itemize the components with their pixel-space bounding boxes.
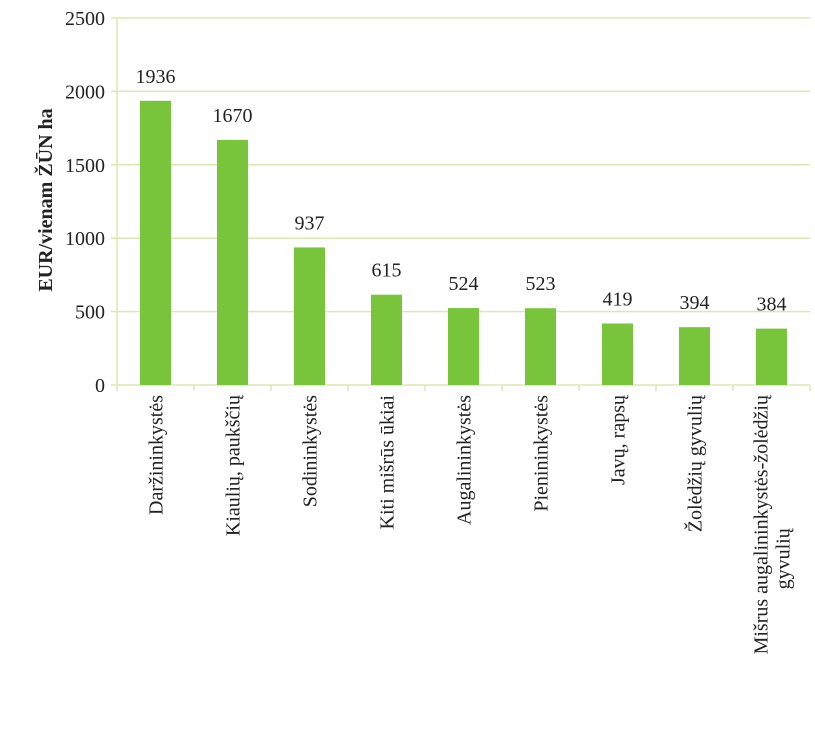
x-tick-label: Sodininkystės	[300, 395, 322, 507]
y-tick-label: 1500	[65, 155, 105, 177]
bar	[448, 308, 479, 385]
x-tick-label: Kiti mišrūs ūkiai	[377, 395, 399, 530]
y-tick-label: 500	[75, 302, 105, 324]
x-tick-label: Pienininkystės	[531, 395, 553, 512]
data-label: 523	[526, 273, 556, 295]
data-label: 615	[372, 260, 402, 282]
data-label: 524	[449, 273, 479, 295]
data-label: 384	[757, 294, 787, 316]
x-tick-label: Žolėdžių gyvulių	[684, 394, 707, 532]
bar	[679, 327, 710, 385]
chart: EUR/vienam ŽŪN ha 0 500 1000 1500 2000 2500 19…	[0, 0, 815, 748]
data-label: 937	[295, 212, 325, 234]
x-tick-label: Daržininkystės	[146, 395, 168, 515]
data-label: 394	[680, 292, 710, 314]
data-label: 1670	[213, 105, 253, 127]
x-tick-label: Javų, rapsų	[608, 394, 630, 485]
bar	[371, 295, 402, 385]
x-tick-label: Kiaulių, paukščių	[223, 394, 245, 536]
y-tick-label: 0	[95, 375, 105, 397]
bar	[294, 247, 325, 385]
bar	[602, 323, 633, 385]
bar	[217, 140, 248, 385]
y-tick-label: 2000	[65, 81, 105, 103]
bar	[756, 329, 787, 385]
x-tick-label: Mišrus augalininkystės-žolėdžiųgyvulių	[751, 394, 795, 654]
y-axis-title: EUR/vienam ŽŪN ha	[33, 108, 57, 291]
y-tick-label: 1000	[65, 228, 105, 250]
data-label: 1936	[136, 66, 176, 88]
data-label: 419	[603, 288, 633, 310]
bar	[525, 308, 556, 385]
x-tick-label: Augalininkystės	[454, 395, 476, 525]
bar	[140, 101, 171, 385]
y-tick-label: 2500	[65, 8, 105, 30]
